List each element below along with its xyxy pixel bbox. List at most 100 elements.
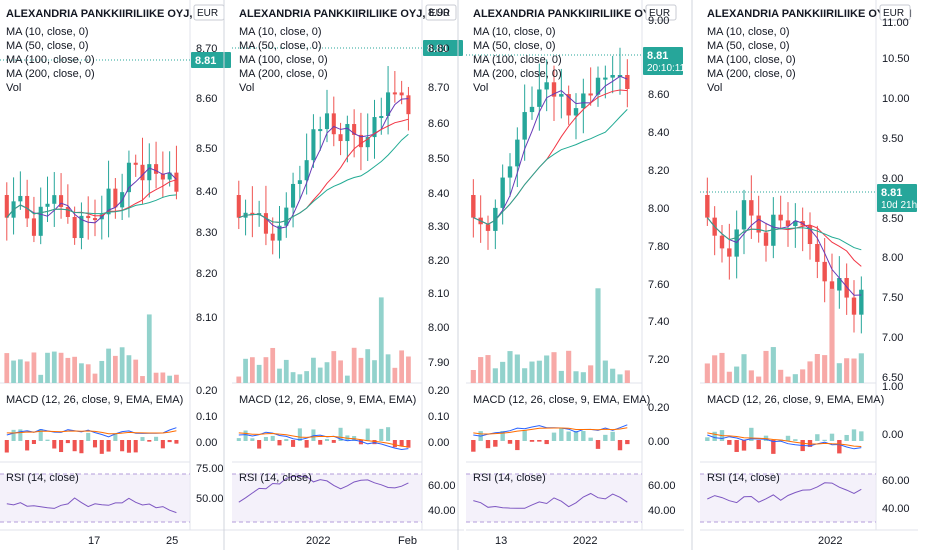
candle-body	[749, 200, 754, 216]
price-plot[interactable]	[691, 0, 918, 550]
ma10-legend[interactable]: MA (10, close, 0)	[473, 26, 556, 38]
currency-label[interactable]: EUR	[197, 8, 218, 19]
rsi-legend[interactable]: RSI (14, close)	[6, 472, 79, 484]
ma100-legend[interactable]: MA (100, close, 0)	[707, 54, 796, 66]
ma200-legend[interactable]: MA (200, close, 0)	[473, 68, 562, 80]
ma50-legend[interactable]: MA (50, close, 0)	[6, 40, 89, 52]
candle-body	[126, 162, 131, 193]
macd-histogram-bar	[551, 432, 557, 441]
currency-label[interactable]: EUR	[429, 8, 450, 19]
macd-histogram-bar	[277, 440, 282, 446]
candle-body	[236, 195, 241, 218]
candle-body	[406, 95, 411, 115]
ma50-legend[interactable]: MA (50, close, 0)	[239, 40, 322, 52]
chart-panel-1[interactable]: ALEXANDRIA PANKKIIRILIIKE OYJ, 4h, 0 MA …	[0, 0, 232, 547]
price-tick-label: 8.50	[196, 143, 217, 155]
volume-bar	[573, 371, 579, 383]
time-tick-label: 13	[495, 535, 507, 547]
price-tick-label: 11.00	[882, 17, 909, 29]
ma10-legend[interactable]: MA (10, close, 0)	[6, 26, 89, 38]
candle-body	[38, 206, 43, 236]
price-tick-label: 8.70	[428, 82, 449, 94]
volume-bar	[263, 357, 269, 383]
price-plot[interactable]	[223, 0, 464, 550]
macd-histogram-bar	[133, 440, 138, 453]
price-tick-label: 8.20	[428, 255, 449, 267]
price-tick-label: 8.30	[196, 227, 217, 239]
macd-histogram-bar	[92, 440, 98, 448]
candle-body	[485, 224, 491, 231]
ma100-legend[interactable]: MA (100, close, 0)	[239, 54, 328, 66]
ma200-legend[interactable]: MA (200, close, 0)	[6, 68, 95, 80]
rsi-legend[interactable]: RSI (14, close)	[707, 472, 780, 484]
volume-bar	[792, 374, 798, 383]
volume-legend[interactable]: Vol	[6, 82, 21, 94]
currency-box[interactable]	[425, 4, 457, 21]
currency-label[interactable]: EUR	[883, 8, 904, 19]
volume-bar	[478, 357, 484, 383]
macd-histogram-bar	[11, 429, 16, 441]
chart-panel-3[interactable]: ALEXANDRIA PANKKIIRILIIKE OYJ, 1 MA (10,…	[457, 0, 686, 550]
ma50-legend[interactable]: MA (50, close, 0)	[707, 40, 790, 52]
candle-body	[52, 195, 57, 204]
candle-body	[705, 195, 710, 218]
price-tick-label: 7.50	[882, 292, 903, 304]
volume-bar	[492, 368, 498, 383]
candle-body	[250, 212, 255, 215]
volume-legend[interactable]: Vol	[473, 82, 488, 94]
rsi-band	[232, 474, 422, 522]
ma50-line	[706, 217, 862, 267]
rsi-line	[707, 482, 862, 504]
volume-bar	[719, 352, 725, 383]
ma10-legend[interactable]: MA (10, close, 0)	[239, 26, 322, 38]
macd-legend[interactable]: MACD (12, 26, close, 9, EMA, EMA)	[6, 394, 183, 406]
rsi-legend[interactable]: RSI (14, close)	[239, 472, 312, 484]
volume-bar	[31, 352, 37, 383]
macd-histogram-bar	[705, 437, 710, 441]
volume-bar	[529, 361, 535, 383]
currency-box[interactable]	[645, 4, 677, 21]
chart-panel-4[interactable]: ALEXANDRIA PANKKIIRILIIKE OYJ, 1M MA (10…	[691, 0, 918, 550]
volume-bar	[800, 369, 806, 383]
ma100-legend[interactable]: MA (100, close, 0)	[473, 54, 562, 66]
symbol-title: ALEXANDRIA PANKKIIRILIIKE OYJ, 1D, 0	[239, 8, 455, 20]
volume-legend[interactable]: Vol	[707, 82, 722, 94]
macd-legend[interactable]: MACD (12, 26, close, 9, EMA, EMA)	[473, 394, 650, 406]
macd-histogram-bar	[844, 434, 849, 441]
price-tick-label: 8.60	[428, 118, 449, 130]
ma50-legend[interactable]: MA (50, close, 0)	[473, 40, 556, 52]
volume-bar	[704, 363, 710, 383]
volume-bar	[580, 372, 586, 383]
macd-histogram-bar	[358, 440, 363, 445]
volume-bar	[17, 359, 23, 383]
macd-legend[interactable]: MACD (12, 26, close, 9, EMA, EMA)	[239, 394, 416, 406]
price-tick-label: 8.50	[428, 153, 449, 165]
volume-bar	[365, 349, 371, 383]
candle-body	[358, 134, 363, 148]
ma10-legend[interactable]: MA (10, close, 0)	[707, 26, 790, 38]
macd-histogram-bar	[829, 433, 835, 441]
candle-body	[140, 164, 145, 181]
macd-histogram-bar	[365, 428, 370, 441]
symbol-title: ALEXANDRIA PANKKIIRILIIKE OYJ, 1M	[707, 8, 912, 20]
price-plot[interactable]	[457, 0, 684, 550]
macd-histogram-bar	[174, 440, 179, 444]
volume-legend[interactable]: Vol	[239, 82, 254, 94]
macd-legend[interactable]: MACD (12, 26, close, 9, EMA, EMA)	[707, 394, 884, 406]
rsi-legend[interactable]: RSI (14, close)	[473, 472, 546, 484]
ma200-legend[interactable]: MA (200, close, 0)	[239, 68, 328, 80]
chart-panel-2[interactable]: ALEXANDRIA PANKKIIRILIIKE OYJ, 1D, 0 MA …	[223, 0, 464, 550]
ma200-legend[interactable]: MA (200, close, 0)	[707, 68, 796, 80]
rsi-tick-label: 40.00	[428, 505, 456, 517]
macd-histogram-bar	[741, 440, 747, 451]
macd-histogram-bar	[106, 440, 111, 452]
macd-histogram-bar	[59, 440, 64, 453]
candle-body	[544, 82, 549, 90]
ma100-legend[interactable]: MA (100, close, 0)	[6, 54, 95, 66]
price-plot[interactable]	[0, 0, 232, 531]
currency-box[interactable]	[879, 4, 911, 21]
time-tick-label: 17	[88, 535, 100, 547]
currency-label[interactable]: EUR	[649, 8, 670, 19]
macd-histogram-bar	[807, 440, 813, 447]
